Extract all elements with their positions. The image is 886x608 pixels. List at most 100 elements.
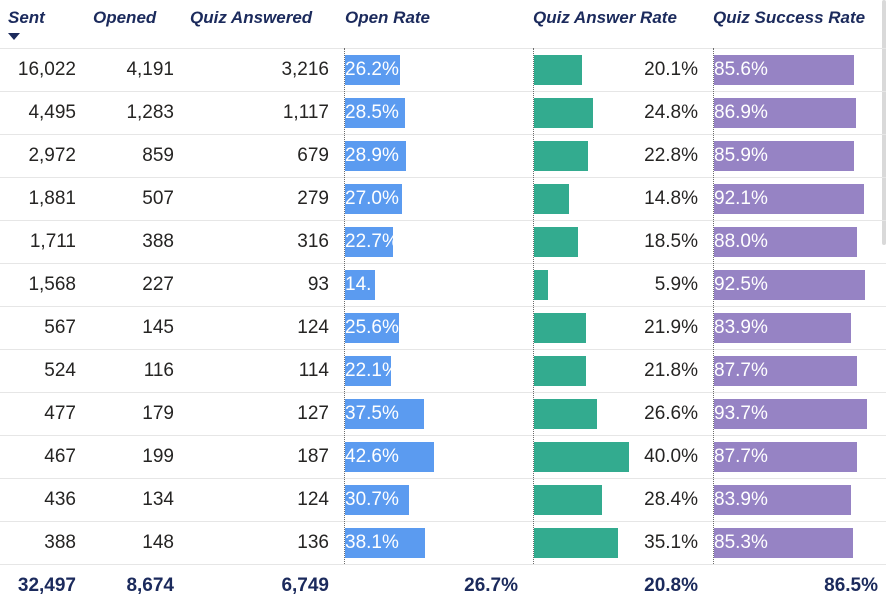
quiz-answer-rate-label: 5.9%	[654, 274, 698, 295]
header-opened[interactable]: Opened	[93, 8, 157, 27]
quiz-answer-rate-bar	[534, 528, 618, 558]
quiz-success-rate-label: 85.6%	[714, 59, 768, 80]
quiz-success-rate-label: 85.3%	[714, 532, 768, 553]
table-row[interactable]: 2,972 859 679 28.9% 22.8% 85.9%	[0, 134, 886, 178]
column-divider	[713, 48, 714, 564]
open-rate-bar	[345, 528, 425, 558]
cell-sent: 524	[44, 360, 76, 381]
quiz-answer-rate-label: 26.6%	[644, 403, 698, 424]
quiz-answer-rate-label: 20.1%	[644, 59, 698, 80]
quiz-answer-rate-label: 35.1%	[644, 532, 698, 553]
cell-opened: 4,191	[126, 59, 174, 80]
table-row[interactable]: 524 116 114 22.1% 21.8% 87.7%	[0, 349, 886, 393]
total-open-rate: 26.7%	[464, 575, 518, 596]
table-row[interactable]: 16,022 4,191 3,216 26.2% 20.1% 85.6%	[0, 48, 886, 92]
open-rate-bar	[345, 184, 402, 214]
quiz-answer-rate-bar	[534, 356, 586, 386]
total-opened: 8,674	[126, 575, 174, 596]
quiz-answer-rate-bar	[534, 227, 579, 257]
cell-sent: 567	[44, 317, 76, 338]
open-rate-label: 37.5%	[345, 403, 399, 424]
quiz-success-rate-bar	[714, 227, 858, 257]
cell-quiz-answered: 114	[298, 360, 329, 381]
quiz-success-rate-label: 87.7%	[714, 446, 768, 467]
quiz-answer-rate-bar	[534, 399, 598, 429]
open-rate-bar	[345, 270, 376, 300]
table-header: Sent Opened Quiz Answered Open Rate Quiz…	[0, 0, 886, 48]
total-quiz-answered: 6,749	[281, 575, 329, 596]
open-rate-label: 14.	[345, 274, 372, 295]
cell-quiz-answered: 124	[297, 489, 329, 510]
quiz-answer-rate-label: 21.9%	[644, 317, 698, 338]
quiz-answer-rate-bar	[534, 270, 549, 300]
open-rate-label: 38.1%	[345, 532, 399, 553]
cell-quiz-answered: 136	[297, 532, 329, 553]
cell-opened: 134	[142, 489, 174, 510]
open-rate-label: 26.2%	[345, 59, 399, 80]
quiz-answer-rate-bar	[534, 98, 594, 128]
cell-quiz-answered: 3,216	[281, 59, 329, 80]
quiz-answer-rate-bar	[534, 184, 570, 214]
quiz-success-rate-label: 85.9%	[714, 145, 768, 166]
total-quiz-answer-rate: 20.8%	[644, 575, 698, 596]
cell-sent: 1,568	[28, 274, 76, 295]
quiz-success-rate-bar	[714, 98, 856, 128]
cell-opened: 148	[142, 532, 174, 553]
table-row[interactable]: 1,711 388 316 22.7% 18.5% 88.0%	[0, 220, 886, 264]
table-row[interactable]: 1,568 227 93 14. 5.9% 92.5%	[0, 263, 886, 307]
table-row[interactable]: 477 179 127 37.5% 26.6% 93.7%	[0, 392, 886, 436]
total-quiz-success-rate: 86.5%	[824, 575, 878, 596]
quiz-success-rate-bar	[714, 184, 865, 214]
quiz-answer-rate-label: 22.8%	[644, 145, 698, 166]
cell-quiz-answered: 1,117	[282, 102, 329, 123]
cell-opened: 1,283	[126, 102, 174, 123]
totals-row: 32,497 8,674 6,749 26.7% 20.8% 86.5%	[0, 564, 886, 608]
table-row[interactable]: 1,881 507 279 27.0% 14.8% 92.1%	[0, 177, 886, 221]
open-rate-bar	[345, 356, 392, 386]
header-sent[interactable]: Sent	[8, 8, 45, 27]
quiz-success-rate-bar	[714, 270, 865, 300]
quiz-answer-rate-label: 40.0%	[644, 446, 698, 467]
table-row[interactable]: 567 145 124 25.6% 21.9% 83.9%	[0, 306, 886, 350]
table-row[interactable]: 4,495 1,283 1,117 28.5% 24.8% 86.9%	[0, 91, 886, 135]
open-rate-label: 27.0%	[345, 188, 399, 209]
table-row[interactable]: 467 199 187 42.6% 40.0% 87.7%	[0, 435, 886, 479]
cell-opened: 859	[142, 145, 174, 166]
cell-quiz-answered: 127	[297, 403, 329, 424]
open-rate-bar	[345, 55, 401, 85]
header-quiz-answered[interactable]: Quiz Answered	[190, 8, 313, 27]
quiz-success-rate-label: 87.7%	[714, 360, 768, 381]
total-sent: 32,497	[17, 575, 76, 596]
quiz-success-rate-label: 88.0%	[714, 231, 768, 252]
quiz-success-rate-label: 92.5%	[714, 274, 768, 295]
open-rate-bar	[345, 98, 405, 128]
open-rate-bar	[345, 227, 393, 257]
quiz-answer-rate-bar	[534, 442, 630, 472]
quiz-answer-rate-label: 21.8%	[644, 360, 698, 381]
quiz-answer-rate-bar	[534, 141, 589, 171]
sort-descending-icon[interactable]	[8, 33, 20, 40]
header-quiz-answer-rate[interactable]: Quiz Answer Rate	[533, 8, 677, 27]
header-quiz-success-rate[interactable]: Quiz Success Rate	[713, 8, 866, 27]
quiz-success-rate-label: 86.9%	[714, 102, 768, 123]
table-row[interactable]: 388 148 136 38.1% 35.1% 85.3%	[0, 521, 886, 565]
cell-opened: 116	[143, 360, 174, 381]
quiz-answer-rate-bar	[534, 313, 587, 343]
open-rate-label: 42.6%	[345, 446, 399, 467]
open-rate-label: 22.7%	[345, 231, 393, 252]
open-rate-label: 30.7%	[345, 489, 399, 510]
header-open-rate[interactable]: Open Rate	[345, 8, 431, 27]
table-row[interactable]: 436 134 124 30.7% 28.4% 83.9%	[0, 478, 886, 522]
open-rate-bar	[345, 141, 406, 171]
quiz-success-rate-bar	[714, 356, 857, 386]
open-rate-label: 28.9%	[345, 145, 399, 166]
quiz-answer-rate-label: 28.4%	[644, 489, 698, 510]
cell-quiz-answered: 679	[297, 145, 329, 166]
quiz-success-rate-bar	[714, 528, 854, 558]
cell-sent: 1,881	[28, 188, 76, 209]
cell-opened: 199	[142, 446, 174, 467]
vertical-scrollbar[interactable]	[882, 0, 886, 245]
cell-sent: 388	[44, 532, 76, 553]
quiz-answer-rate-label: 24.8%	[644, 102, 698, 123]
quiz-answer-rate-label: 14.8%	[644, 188, 698, 209]
